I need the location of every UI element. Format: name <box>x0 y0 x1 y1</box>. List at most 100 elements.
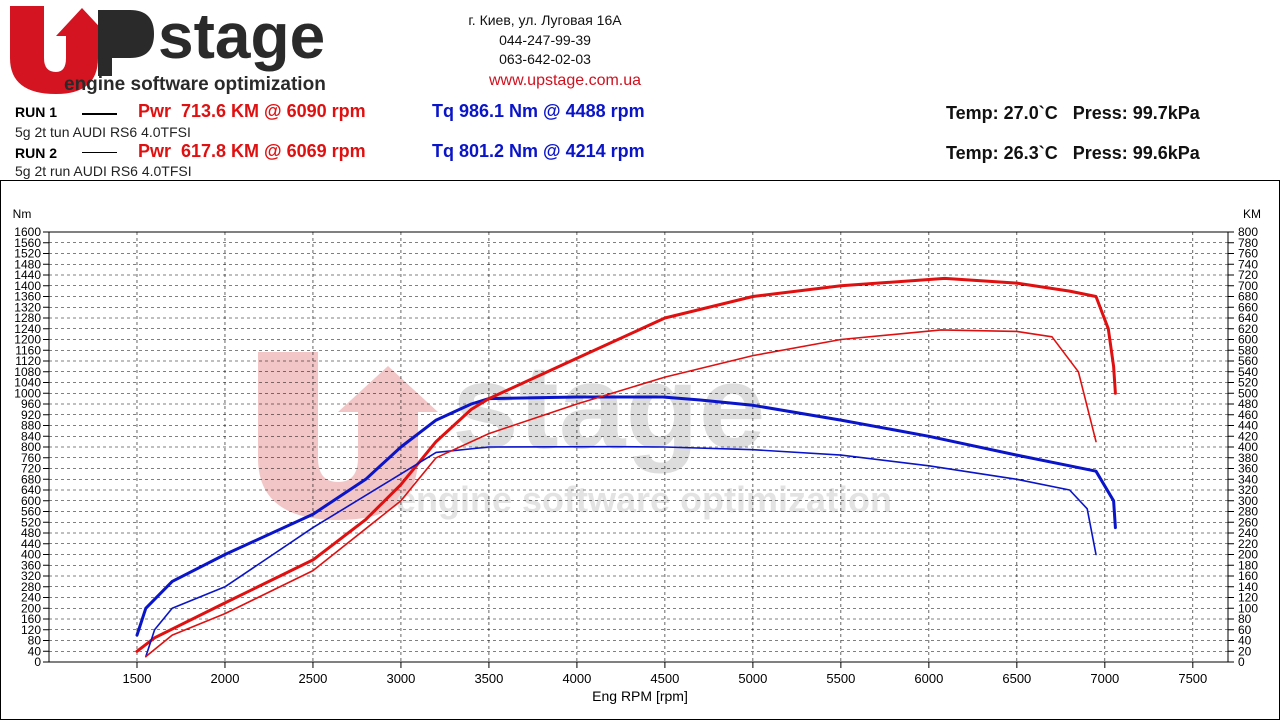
left-tick-label: 680 <box>21 472 41 486</box>
left-tick-label: 400 <box>21 548 41 562</box>
left-tick-label: 1000 <box>14 386 41 400</box>
website-link[interactable]: www.upstage.com.ua <box>488 72 642 89</box>
right-tick-label: 680 <box>1238 290 1258 304</box>
left-tick-label: 1560 <box>14 236 41 250</box>
right-tick-label: 740 <box>1238 257 1258 271</box>
right-axis-label: KM <box>1243 207 1261 221</box>
left-tick-label: 520 <box>21 515 41 529</box>
right-tick-label: 20 <box>1238 644 1252 658</box>
left-tick-label: 1480 <box>14 257 41 271</box>
right-tick-label: 280 <box>1238 505 1258 519</box>
left-tick-label: 1600 <box>14 225 41 239</box>
right-tick-label: 300 <box>1238 494 1258 508</box>
left-tick-label: 1520 <box>14 247 41 261</box>
right-tick-label: 180 <box>1238 558 1258 572</box>
left-tick-label: 360 <box>21 558 41 572</box>
run1-power: Pwr 713.6 KM @ 6090 rpm <box>138 101 366 121</box>
x-tick-label: 3500 <box>474 671 503 686</box>
left-tick-label: 640 <box>21 483 41 497</box>
left-tick-label: 720 <box>21 462 41 476</box>
left-tick-label: 280 <box>21 580 41 594</box>
upstage-logo: stage engine software optimization <box>10 0 326 95</box>
right-tick-label: 40 <box>1238 634 1252 648</box>
right-tick-label: 560 <box>1238 354 1258 368</box>
left-tick-label: 920 <box>21 408 41 422</box>
run1-conditions: Temp: 27.0`C Press: 99.7kPa <box>946 103 1200 123</box>
right-tick-label: 100 <box>1238 601 1258 615</box>
x-tick-label: 1500 <box>123 671 152 686</box>
x-axis-label: Eng RPM [rpm] <box>592 688 688 704</box>
left-tick-label: 960 <box>21 397 41 411</box>
left-tick-label: 80 <box>28 634 42 648</box>
right-tick-label: 220 <box>1238 537 1258 551</box>
right-tick-label: 160 <box>1238 569 1258 583</box>
left-tick-label: 240 <box>21 591 41 605</box>
left-tick-label: 1160 <box>15 343 41 357</box>
left-tick-label: 1320 <box>14 300 41 314</box>
watermark-tagline: engine software optimization <box>396 479 892 520</box>
logo-wordmark: stage <box>158 0 325 72</box>
x-tick-label: 4500 <box>650 671 679 686</box>
x-tick-label: 2000 <box>211 671 240 686</box>
run2-label: RUN 2 <box>15 145 58 161</box>
right-tick-label: 640 <box>1238 311 1258 325</box>
right-tick-label: 700 <box>1238 279 1258 293</box>
phone-1: 044-247-99-39 <box>499 32 591 48</box>
right-tick-label: 760 <box>1238 247 1258 261</box>
run2-power: Pwr 617.8 KM @ 6069 rpm <box>138 141 366 161</box>
right-tick-label: 380 <box>1238 451 1258 465</box>
right-tick-label: 420 <box>1238 429 1258 443</box>
chart-grid <box>48 231 1229 663</box>
x-tick-label: 6000 <box>914 671 943 686</box>
right-tick-label: 120 <box>1238 591 1258 605</box>
left-tick-label: 1240 <box>14 322 41 336</box>
run2-line-swatch <box>82 152 117 153</box>
run1-line-swatch <box>82 113 117 115</box>
right-tick-label: 440 <box>1238 419 1258 433</box>
chart-series <box>135 276 1117 658</box>
left-tick-label: 480 <box>21 526 41 540</box>
series-line-1 <box>135 276 1117 653</box>
left-tick-label: 1120 <box>15 354 41 368</box>
chart-axes: 0408012016020024028032036040044048052056… <box>14 225 1258 686</box>
left-tick-label: 800 <box>21 440 41 454</box>
left-tick-label: 40 <box>28 644 42 658</box>
left-tick-label: 0 <box>34 655 41 669</box>
x-tick-label: 2500 <box>298 671 327 686</box>
run1-torque: Tq 986.1 Nm @ 4488 rpm <box>432 101 645 121</box>
right-tick-label: 500 <box>1238 386 1258 400</box>
x-tick-label: 7500 <box>1178 671 1207 686</box>
left-tick-label: 1080 <box>14 365 41 379</box>
x-tick-label: 3000 <box>386 671 415 686</box>
right-tick-label: 660 <box>1238 300 1258 314</box>
right-tick-label: 0 <box>1238 655 1245 669</box>
x-tick-label: 5000 <box>738 671 767 686</box>
run1-car: 5g 2t tun AUDI RS6 4.0TFSI <box>15 124 191 140</box>
left-tick-label: 440 <box>21 537 41 551</box>
address: г. Киев, ул. Луговая 16А <box>468 12 622 28</box>
run1-label: RUN 1 <box>15 104 58 120</box>
left-tick-label: 1400 <box>14 279 41 293</box>
left-tick-label: 1360 <box>14 290 41 304</box>
series-line-2 <box>145 445 1097 658</box>
series-line-3 <box>145 329 1097 658</box>
right-tick-label: 600 <box>1238 333 1258 347</box>
left-axis-label: Nm <box>13 207 32 221</box>
left-tick-label: 1280 <box>14 311 41 325</box>
right-tick-label: 580 <box>1238 343 1258 357</box>
right-tick-label: 80 <box>1238 612 1252 626</box>
series-line-0 <box>135 395 1117 637</box>
right-tick-label: 140 <box>1238 580 1258 594</box>
left-tick-label: 320 <box>21 569 41 583</box>
left-tick-label: 200 <box>21 601 41 615</box>
left-tick-label: 840 <box>21 429 41 443</box>
right-tick-label: 540 <box>1238 365 1258 379</box>
left-tick-label: 1040 <box>14 376 41 390</box>
right-tick-label: 780 <box>1238 236 1258 250</box>
right-tick-label: 360 <box>1238 462 1258 476</box>
left-tick-label: 760 <box>21 451 41 465</box>
left-tick-label: 1440 <box>14 268 41 282</box>
left-tick-label: 600 <box>21 494 41 508</box>
right-tick-label: 460 <box>1238 408 1258 422</box>
